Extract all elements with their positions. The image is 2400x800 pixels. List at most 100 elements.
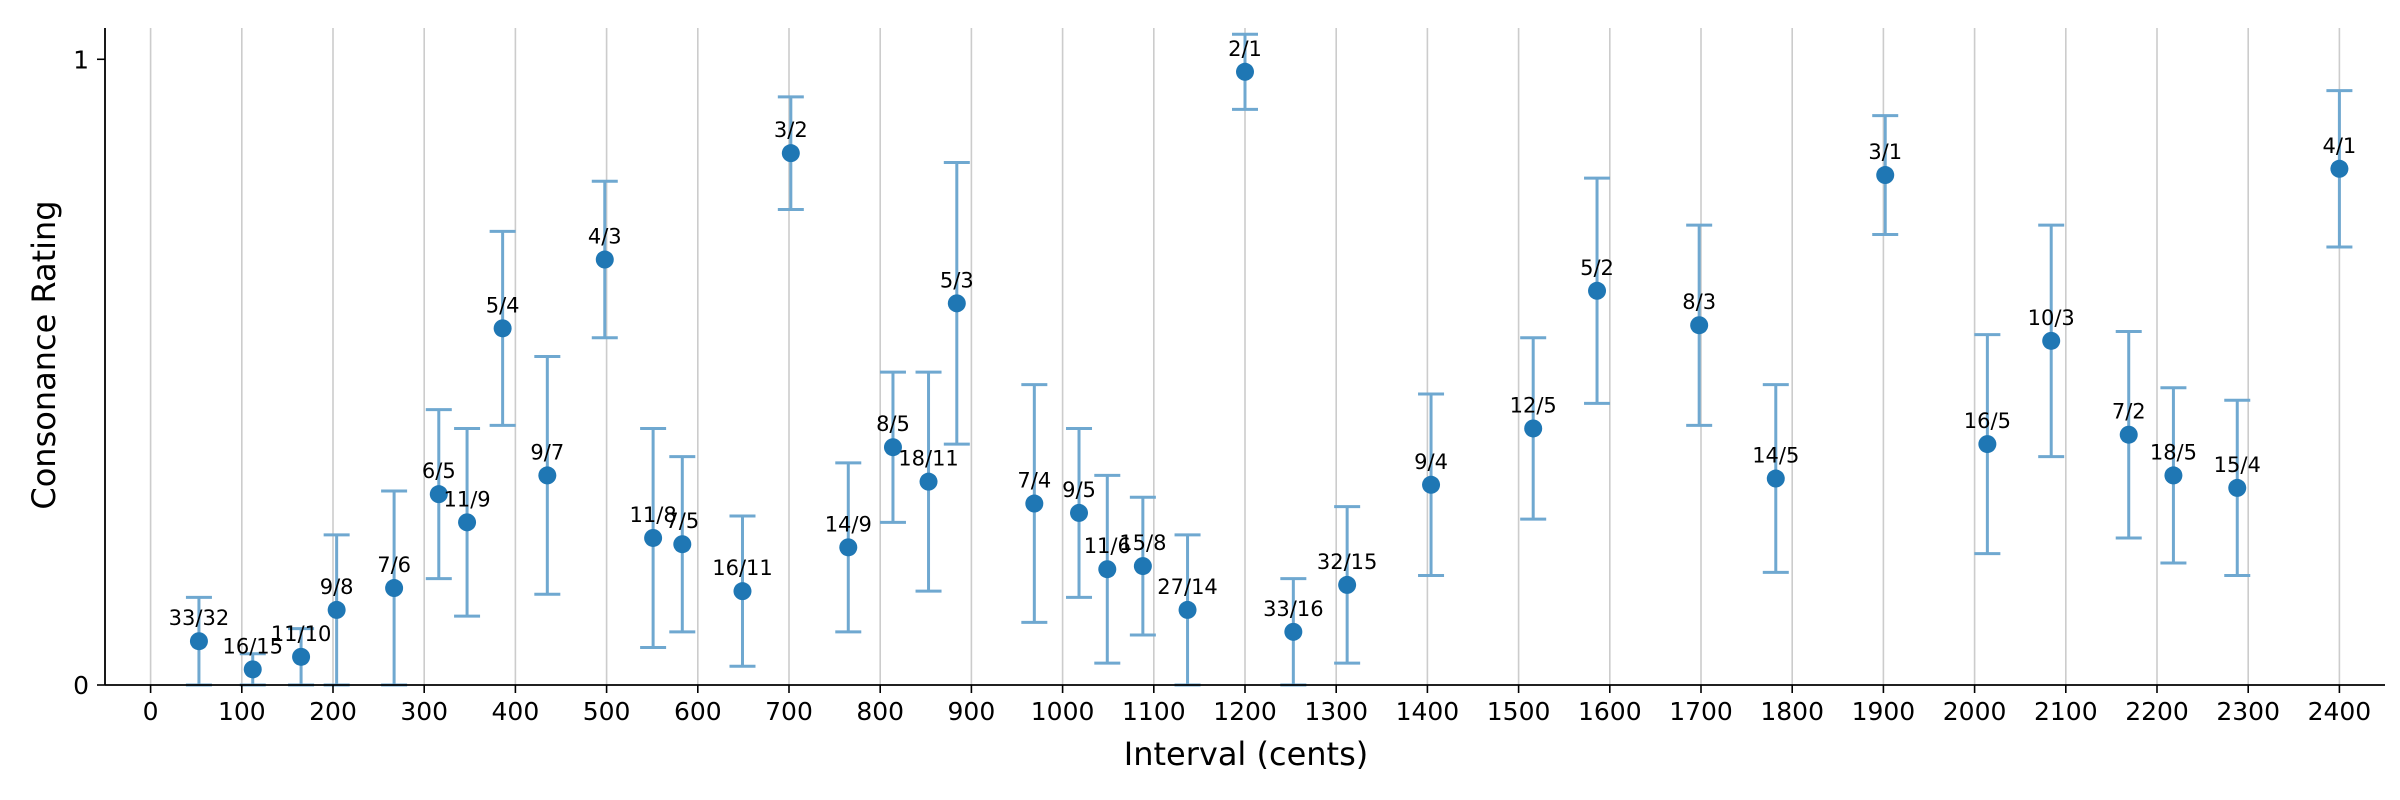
data-point bbox=[292, 647, 311, 666]
point-label: 2/1 bbox=[1228, 37, 1262, 61]
data-point bbox=[673, 535, 692, 554]
data-point bbox=[644, 528, 663, 547]
data-point bbox=[1690, 316, 1709, 335]
point-label: 32/15 bbox=[1317, 550, 1378, 574]
data-point bbox=[1338, 575, 1357, 594]
point-label: 12/5 bbox=[1510, 393, 1557, 417]
point-label: 11/8 bbox=[630, 503, 677, 527]
data-point bbox=[1025, 494, 1044, 513]
point-label: 9/4 bbox=[1414, 450, 1448, 474]
data-point bbox=[2042, 331, 2061, 350]
point-label: 7/6 bbox=[377, 553, 411, 577]
data-point bbox=[189, 632, 208, 651]
x-tick-label: 600 bbox=[674, 697, 722, 726]
point-label: 8/5 bbox=[876, 412, 910, 436]
x-tick-label: 700 bbox=[765, 697, 813, 726]
data-point bbox=[385, 579, 404, 598]
point-label: 4/3 bbox=[588, 225, 622, 249]
data-point bbox=[327, 600, 346, 619]
x-tick-label: 800 bbox=[856, 697, 904, 726]
data-point bbox=[538, 466, 557, 485]
x-tick-label: 1600 bbox=[1578, 697, 1642, 726]
data-point bbox=[1978, 435, 1997, 454]
point-label: 8/3 bbox=[1682, 290, 1716, 314]
x-tick-label: 2100 bbox=[2034, 697, 2098, 726]
point-label: 3/1 bbox=[1868, 140, 1902, 164]
point-label: 7/5 bbox=[665, 509, 699, 533]
point-label: 18/11 bbox=[898, 447, 959, 471]
point-label: 5/2 bbox=[1580, 256, 1614, 280]
point-label: 14/9 bbox=[825, 512, 872, 536]
point-label: 15/4 bbox=[2214, 453, 2261, 477]
x-tick-label: 0 bbox=[143, 697, 159, 726]
data-point bbox=[1133, 557, 1152, 576]
point-label: 33/32 bbox=[169, 606, 230, 630]
point-label: 27/14 bbox=[1157, 575, 1218, 599]
point-label: 10/3 bbox=[2028, 306, 2075, 330]
data-point bbox=[2119, 425, 2138, 444]
data-point bbox=[429, 485, 448, 504]
point-label: 9/7 bbox=[530, 440, 564, 464]
point-label: 18/5 bbox=[2150, 440, 2197, 464]
y-axis-title: Consonance Rating bbox=[25, 200, 63, 509]
data-point bbox=[1766, 469, 1785, 488]
data-point bbox=[493, 319, 512, 338]
data-point bbox=[733, 582, 752, 601]
y-tick-label: 1 bbox=[73, 45, 89, 74]
x-tick-label: 900 bbox=[948, 697, 996, 726]
data-point bbox=[781, 144, 800, 163]
x-tick-label: 1300 bbox=[1304, 697, 1368, 726]
error-bars bbox=[185, 32, 2353, 687]
data-points bbox=[189, 62, 2349, 679]
point-label: 11/9 bbox=[443, 487, 490, 511]
x-tick-label: 1000 bbox=[1031, 697, 1095, 726]
data-point bbox=[1422, 475, 1441, 494]
point-label: 16/5 bbox=[1964, 409, 2011, 433]
data-point bbox=[1588, 281, 1607, 300]
point-label: 9/5 bbox=[1062, 478, 1096, 502]
x-axis-ticks: 0 100 200 300 400 500 600 700 800 900 1000 1100 1200… bbox=[143, 685, 2371, 726]
point-label: 11/6 bbox=[1084, 534, 1131, 558]
x-tick-label: 1100 bbox=[1122, 697, 1186, 726]
point-label: 15/8 bbox=[1119, 531, 1166, 555]
x-tick-label: 300 bbox=[400, 697, 448, 726]
data-point bbox=[2228, 478, 2247, 497]
data-point bbox=[1070, 503, 1089, 522]
point-label: 5/4 bbox=[486, 293, 520, 317]
x-tick-label: 1200 bbox=[1213, 697, 1277, 726]
point-label: 16/11 bbox=[712, 556, 773, 580]
x-tick-label: 2300 bbox=[2216, 697, 2280, 726]
x-tick-label: 1400 bbox=[1396, 697, 1460, 726]
data-point bbox=[1284, 622, 1303, 641]
point-label: 33/16 bbox=[1263, 597, 1324, 621]
y-axis-ticks: 01 bbox=[73, 45, 105, 700]
data-point bbox=[595, 250, 614, 269]
x-tick-label: 200 bbox=[309, 697, 357, 726]
point-label: 14/5 bbox=[1752, 444, 1799, 468]
point-label: 11/10 bbox=[271, 622, 332, 646]
data-point bbox=[2164, 466, 2183, 485]
point-label: 7/2 bbox=[2112, 400, 2146, 424]
x-tick-label: 1800 bbox=[1760, 697, 1824, 726]
point-label: 6/5 bbox=[422, 459, 456, 483]
x-tick-label: 1700 bbox=[1669, 697, 1733, 726]
data-point bbox=[1524, 419, 1543, 438]
x-axis-title: Interval (cents) bbox=[1124, 735, 1368, 773]
x-tick-label: 1900 bbox=[1852, 697, 1916, 726]
x-tick-label: 400 bbox=[492, 697, 540, 726]
data-point bbox=[243, 660, 262, 679]
data-point bbox=[1876, 166, 1895, 185]
vertical-gridlines bbox=[149, 28, 2341, 685]
x-tick-label: 100 bbox=[218, 697, 266, 726]
data-point bbox=[883, 438, 902, 457]
data-point bbox=[839, 538, 858, 557]
point-label: 9/8 bbox=[320, 575, 354, 599]
x-tick-label: 500 bbox=[583, 697, 631, 726]
x-tick-label: 2000 bbox=[1943, 697, 2007, 726]
data-point bbox=[947, 294, 966, 313]
y-tick-label: 0 bbox=[73, 671, 89, 700]
data-point bbox=[1178, 600, 1197, 619]
x-tick-label: 2200 bbox=[2125, 697, 2189, 726]
